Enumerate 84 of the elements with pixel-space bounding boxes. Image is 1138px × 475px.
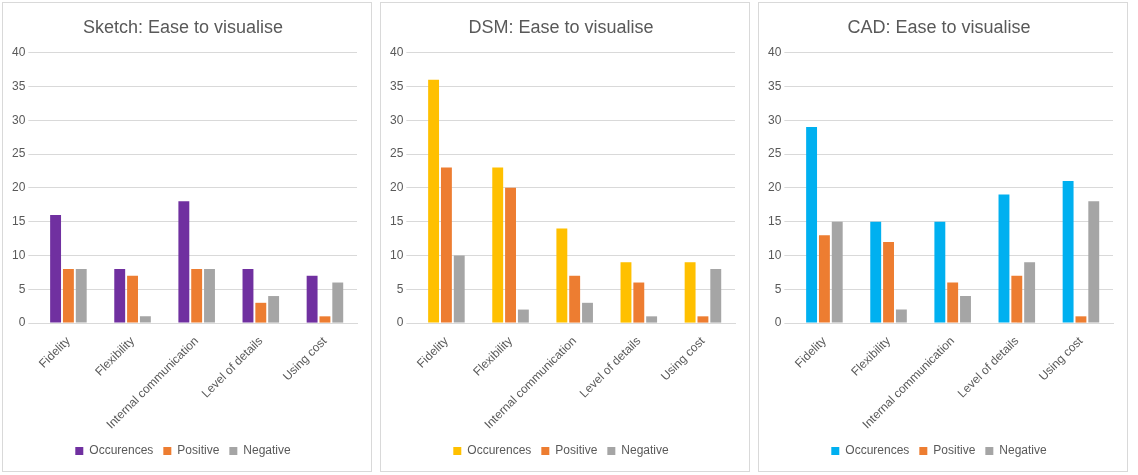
bar bbox=[569, 275, 581, 323]
bar bbox=[934, 221, 946, 323]
legend-label: Occurences bbox=[467, 443, 532, 458]
bar bbox=[697, 316, 709, 323]
y-tick-label: 30 bbox=[767, 112, 782, 127]
legend-label: Occurences bbox=[845, 443, 910, 458]
bar bbox=[710, 269, 722, 323]
bar bbox=[50, 214, 62, 323]
bar bbox=[517, 309, 529, 323]
bar bbox=[1075, 316, 1087, 323]
bar bbox=[582, 302, 593, 323]
bar bbox=[242, 269, 254, 323]
bar bbox=[255, 302, 267, 323]
legend-label: Occurences bbox=[89, 443, 154, 458]
bar bbox=[204, 269, 215, 323]
chart-title: Sketch: Ease to visualise bbox=[82, 16, 284, 37]
bar bbox=[75, 269, 87, 323]
y-tick-label: 25 bbox=[389, 146, 404, 161]
bar bbox=[62, 269, 74, 323]
y-tick-label: 0 bbox=[774, 315, 782, 330]
y-tick-label: 15 bbox=[389, 213, 404, 228]
bar bbox=[883, 241, 894, 323]
bar bbox=[870, 221, 882, 323]
bar bbox=[960, 296, 971, 323]
bar bbox=[139, 316, 151, 323]
bar bbox=[319, 316, 331, 323]
bar bbox=[633, 282, 645, 323]
y-tick-label: 20 bbox=[767, 180, 782, 195]
chart-title: DSM: Ease to visualise bbox=[468, 16, 654, 37]
bar bbox=[998, 194, 1010, 323]
bar bbox=[191, 269, 203, 323]
bar bbox=[440, 167, 452, 323]
y-tick-label: 0 bbox=[396, 315, 404, 330]
y-tick-label: 10 bbox=[767, 247, 782, 262]
bar bbox=[831, 221, 843, 323]
y-tick-label: 25 bbox=[11, 146, 26, 161]
y-tick-label: 30 bbox=[11, 112, 26, 127]
y-tick-label: 20 bbox=[11, 180, 26, 195]
bar bbox=[492, 167, 504, 323]
legend-label: Negative bbox=[999, 443, 1048, 458]
y-tick-label: 0 bbox=[18, 315, 26, 330]
bar bbox=[1011, 275, 1023, 323]
bar bbox=[620, 262, 632, 323]
bar bbox=[1024, 262, 1036, 323]
y-tick-label: 40 bbox=[389, 44, 404, 59]
legend-label: Positive bbox=[177, 443, 220, 458]
bar bbox=[505, 187, 516, 323]
bar bbox=[178, 201, 190, 323]
bar bbox=[556, 228, 568, 323]
bar bbox=[453, 255, 465, 323]
bar bbox=[332, 282, 344, 323]
y-tick-label: 40 bbox=[767, 44, 782, 59]
y-tick-label: 5 bbox=[18, 281, 26, 296]
y-tick-label: 15 bbox=[11, 213, 26, 228]
y-tick-label: 35 bbox=[767, 78, 782, 93]
legend-label: Negative bbox=[243, 443, 292, 458]
y-tick-label: 30 bbox=[389, 112, 404, 127]
bar bbox=[114, 269, 126, 323]
bar bbox=[306, 275, 318, 323]
bar bbox=[428, 79, 440, 323]
legend-label: Positive bbox=[555, 443, 598, 458]
bar bbox=[127, 275, 138, 323]
y-tick-label: 10 bbox=[389, 247, 404, 262]
bar bbox=[818, 235, 830, 323]
chart-title: CAD: Ease to visualise bbox=[847, 16, 1031, 37]
bar bbox=[684, 262, 696, 323]
y-tick-label: 20 bbox=[389, 180, 404, 195]
y-tick-label: 35 bbox=[389, 78, 404, 93]
bar bbox=[646, 316, 658, 323]
y-tick-label: 40 bbox=[11, 44, 26, 59]
bar bbox=[895, 309, 907, 323]
y-tick-label: 35 bbox=[11, 78, 26, 93]
y-tick-label: 15 bbox=[767, 213, 782, 228]
y-tick-label: 25 bbox=[767, 146, 782, 161]
bar bbox=[268, 296, 280, 323]
bar bbox=[947, 282, 959, 323]
y-tick-label: 5 bbox=[396, 281, 404, 296]
bar bbox=[806, 126, 818, 323]
legend-label: Negative bbox=[621, 443, 670, 458]
bar bbox=[1088, 201, 1100, 323]
bar bbox=[1062, 181, 1074, 323]
legend-label: Positive bbox=[933, 443, 976, 458]
y-tick-label: 5 bbox=[774, 281, 782, 296]
y-tick-label: 10 bbox=[11, 247, 26, 262]
